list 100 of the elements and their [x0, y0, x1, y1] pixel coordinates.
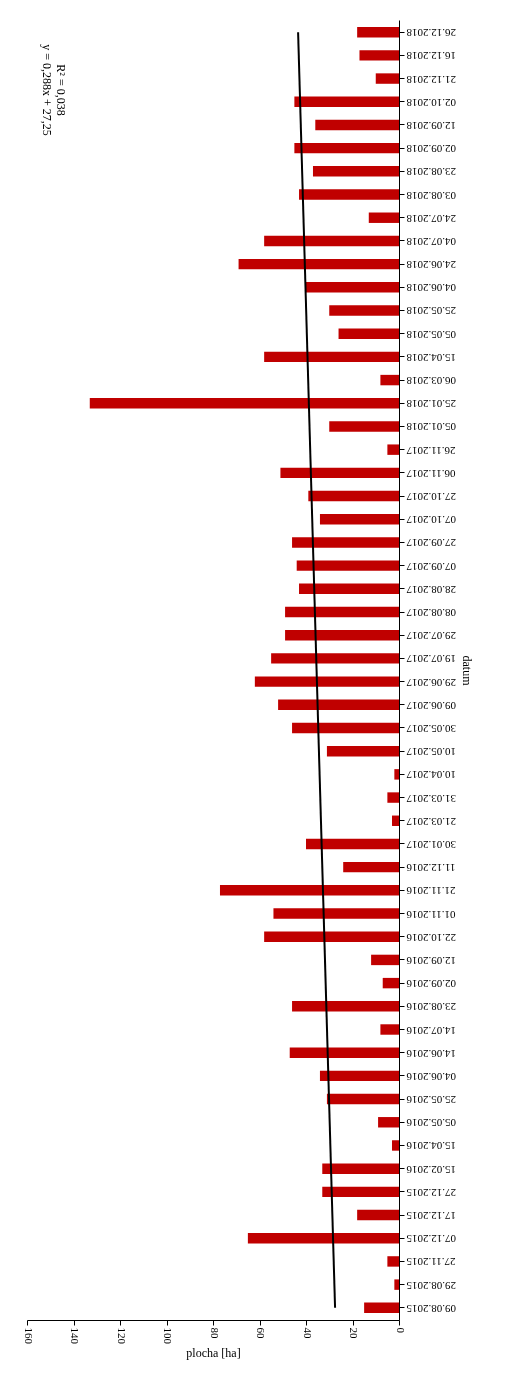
bar	[278, 699, 399, 711]
y-tick-label: 21.03.2017	[406, 815, 456, 828]
y-tick-label: 29.08.2015	[406, 1279, 456, 1292]
bar	[387, 1256, 399, 1267]
bar	[238, 258, 399, 270]
y-tick-label: 01.11.2016	[406, 908, 456, 921]
y-tick-label: 27.11.2015	[406, 1256, 456, 1269]
bar	[371, 954, 399, 966]
bar	[273, 908, 399, 919]
y-tick-label: 10.04.2017	[406, 769, 456, 782]
y-tick-label: 25.05.2016	[406, 1094, 456, 1107]
bar	[219, 885, 399, 896]
y-tick-label: 02.10.2018	[406, 96, 456, 109]
x-tick-label: 40	[301, 1327, 314, 1339]
bar	[308, 490, 399, 502]
y-tick-label: 19.07.2017	[406, 653, 456, 666]
bar	[392, 1140, 399, 1151]
bar	[382, 977, 399, 989]
bar	[264, 351, 399, 363]
y-tick-label: 06.11.2017	[406, 467, 456, 480]
bar	[319, 514, 399, 525]
bar	[306, 282, 399, 293]
x-axis-title: plocha [ha]	[186, 1346, 241, 1360]
y-tick-label: 28.08.2017	[406, 583, 456, 596]
bar	[378, 1117, 399, 1128]
y-axis-title: datum	[460, 655, 474, 687]
bar	[357, 1209, 399, 1221]
x-tick-label: 100	[162, 1327, 174, 1345]
y-tick-label: 04.06.2018	[406, 282, 456, 295]
y-tick-label: 10.05.2017	[406, 746, 456, 759]
bar	[299, 189, 399, 200]
y-tick-label: 07.12.2015	[406, 1233, 456, 1246]
bar	[394, 769, 399, 780]
x-tick-label: 160	[22, 1327, 35, 1345]
y-tick-label: 09.06.2017	[406, 699, 456, 712]
bar	[306, 838, 399, 850]
y-tick-label: 21.11.2016	[406, 885, 456, 898]
y-tick-label: 06.03.2018	[406, 375, 456, 388]
y-tick-label: 29.07.2017	[406, 630, 456, 643]
y-tick-label: 12.09.2016	[406, 954, 456, 967]
y-tick-label: 02.09.2018	[406, 143, 456, 156]
bar	[285, 629, 399, 641]
y-tick-label: 26.11.2017	[406, 444, 456, 457]
bar	[280, 467, 399, 479]
bar	[312, 166, 399, 177]
x-tick-label: 80	[208, 1327, 221, 1339]
y-tick-label: 14.07.2016	[406, 1024, 456, 1037]
y-tick-label: 30.05.2017	[406, 722, 456, 735]
x-tick-label: 0	[394, 1327, 407, 1334]
x-tick-label: 60	[255, 1327, 267, 1339]
y-tick-label: 23.08.2018	[406, 166, 456, 179]
y-tick-label: 21.12.2018	[406, 73, 456, 86]
bar	[264, 931, 399, 942]
y-tick-label: 15.04.2016	[406, 1140, 456, 1153]
bar	[364, 1302, 399, 1314]
bar	[247, 1233, 399, 1244]
y-tick-label: 30.01.2017	[406, 838, 456, 851]
bar	[380, 1024, 399, 1035]
bar	[368, 212, 399, 223]
y-tick-label: 26.12.2018	[406, 27, 456, 40]
y-tick-label: 05.05.2018	[406, 328, 456, 341]
bar	[292, 722, 399, 734]
y-tick-label: 07.09.2017	[406, 560, 456, 573]
y-tick-label: 17.12.2015	[406, 1210, 456, 1223]
bar	[294, 96, 399, 107]
y-tick-label: 05.01.2018	[406, 421, 456, 434]
bar	[343, 861, 399, 873]
bar	[375, 73, 399, 84]
bar	[329, 421, 399, 432]
y-tick-label: 22.10.2016	[406, 931, 456, 944]
bar	[292, 1001, 399, 1012]
bar	[392, 815, 399, 826]
y-tick-label: 03.08.2018	[406, 189, 456, 202]
y-tick-label: 31.03.2017	[406, 792, 456, 805]
y-tick-label: 27.09.2017	[406, 537, 456, 550]
bar	[296, 560, 399, 571]
bar	[394, 1279, 399, 1290]
bar	[294, 142, 399, 154]
y-tick-label: 24.07.2018	[406, 212, 456, 225]
y-tick-label: 24.06.2018	[406, 259, 456, 272]
bar	[387, 444, 399, 455]
y-tick-label: 25.05.2018	[406, 305, 456, 318]
y-tick-label: 14.06.2016	[406, 1047, 456, 1060]
bar	[322, 1163, 399, 1174]
bar	[289, 1047, 399, 1058]
y-tick-label: 11.12.2016	[406, 862, 456, 875]
y-tick-label: 02.09.2016	[406, 978, 456, 991]
annotation: R² = 0,038	[54, 64, 68, 116]
y-tick-label: 15.04.2018	[406, 351, 456, 364]
bar	[338, 328, 399, 339]
y-tick-label: 25.01.2018	[406, 398, 456, 411]
bar	[271, 653, 399, 664]
bar	[319, 1070, 399, 1082]
y-tick-label: 05.05.2016	[406, 1117, 456, 1130]
x-tick-label: 20	[348, 1327, 360, 1339]
bar	[299, 583, 399, 595]
bar	[329, 305, 399, 316]
bar	[292, 537, 399, 548]
y-tick-label: 29.06.2017	[406, 676, 456, 689]
x-tick-label: 120	[115, 1327, 128, 1345]
